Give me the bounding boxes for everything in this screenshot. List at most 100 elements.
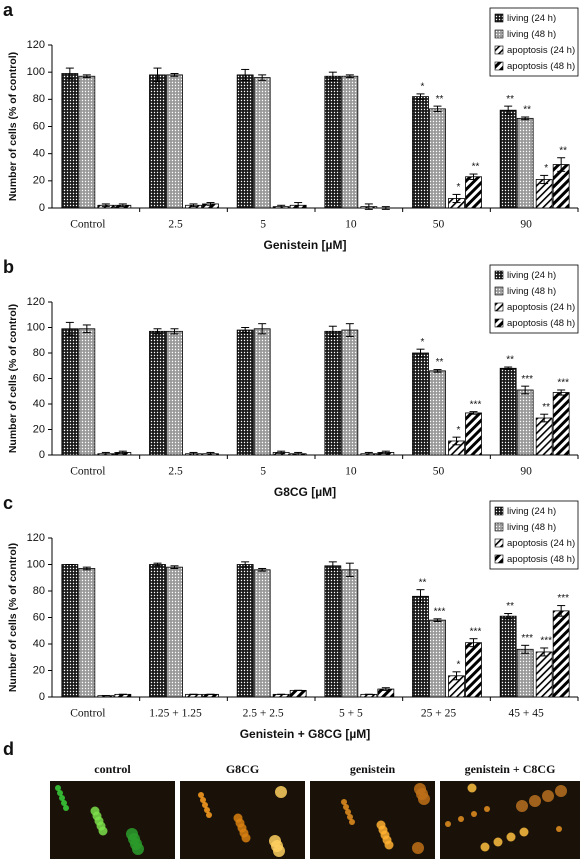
error-bar — [504, 105, 513, 115]
error-bar — [452, 436, 461, 446]
error-bar — [345, 74, 354, 79]
x-axis-title: Genistein + G8CG [µM] — [240, 727, 371, 741]
y-tick-label: 60 — [33, 120, 45, 132]
error-bar — [206, 202, 215, 206]
bar — [412, 352, 429, 456]
bar — [78, 568, 96, 698]
error-bar — [65, 321, 74, 336]
bar — [149, 74, 166, 209]
y-tick-label: 0 — [39, 691, 45, 703]
bar — [324, 75, 342, 209]
bar — [236, 564, 254, 698]
bar — [324, 565, 342, 698]
significance: *** — [521, 633, 533, 644]
error-bar — [345, 562, 354, 577]
legend-swatch — [494, 506, 504, 516]
error-bar — [364, 451, 373, 456]
panel-label: c — [3, 493, 13, 513]
significance: *** — [470, 626, 482, 637]
error-bar — [258, 323, 267, 335]
x-tick-label: Control — [70, 219, 105, 231]
bar — [499, 615, 517, 698]
bar — [61, 564, 79, 698]
significance: *** — [557, 593, 569, 604]
error-bar — [277, 204, 286, 209]
significance: *** — [470, 399, 482, 410]
bar — [516, 117, 534, 209]
legend-swatch — [494, 270, 504, 280]
significance: ** — [436, 94, 444, 105]
y-tick-label: 120 — [27, 39, 45, 51]
bar — [516, 648, 534, 698]
x-tick-label: 2.5 + 2.5 — [243, 708, 284, 720]
y-axis-title: Number of cells (% of control) — [7, 52, 19, 201]
legend-label: living (48 h) — [507, 286, 556, 297]
legend-label: apoptosis (48 h) — [507, 318, 575, 329]
y-tick-label: 40 — [33, 398, 45, 410]
legend-box — [489, 264, 579, 334]
significance: ** — [506, 601, 514, 612]
error-bar — [452, 671, 461, 681]
error-bar — [189, 451, 198, 456]
bar — [166, 74, 183, 209]
error-bar — [153, 328, 162, 335]
legend-swatch — [494, 538, 504, 548]
error-bar — [345, 323, 354, 337]
legend-label: apoptosis (48 h) — [507, 61, 575, 72]
x-tick-label: 90 — [520, 466, 532, 478]
y-tick-label: 80 — [33, 347, 45, 359]
legend-label: living (48 h) — [507, 522, 556, 533]
error-bar — [82, 566, 91, 571]
significance: * — [421, 82, 425, 93]
legend-swatch — [494, 45, 504, 55]
legend-label: apoptosis (24 h) — [507, 302, 575, 313]
bar — [412, 96, 429, 209]
error-bar — [540, 413, 549, 423]
error-bar — [557, 605, 566, 617]
bar — [236, 74, 254, 209]
panel-label: b — [3, 257, 14, 277]
error-bar — [328, 325, 337, 337]
bar — [253, 77, 271, 209]
error-bar — [101, 451, 110, 456]
error-bar — [521, 644, 530, 654]
error-bar — [118, 203, 127, 208]
x-tick-label: 2.5 — [168, 466, 183, 478]
error-bar — [416, 93, 425, 100]
bar — [465, 642, 482, 698]
bar — [552, 392, 570, 456]
legend-swatch — [494, 13, 504, 23]
significance: *** — [434, 606, 446, 617]
y-axis-title: Number of cells (% of control) — [7, 543, 19, 692]
legend-box — [489, 7, 579, 77]
error-bar — [170, 328, 179, 335]
image-caption: G8CG — [226, 762, 259, 776]
bar — [61, 328, 79, 456]
error-bar — [433, 105, 442, 113]
significance: ** — [436, 357, 444, 368]
error-bar — [504, 366, 513, 371]
y-tick-label: 60 — [33, 611, 45, 623]
bar — [341, 75, 359, 209]
bar — [499, 367, 517, 456]
y-tick-label: 0 — [39, 449, 45, 461]
error-bar — [469, 638, 478, 648]
image-caption: genistein — [350, 762, 396, 776]
y-tick-label: 60 — [33, 372, 45, 384]
bar — [465, 176, 482, 209]
x-tick-label: 10 — [345, 466, 357, 478]
panel-label: a — [3, 0, 14, 20]
y-tick-label: 120 — [27, 532, 45, 544]
bar — [236, 329, 254, 456]
significance: ** — [523, 105, 531, 116]
x-tick-label: 2.5 — [168, 219, 183, 231]
x-tick-label: 5 + 5 — [339, 708, 363, 720]
legend-label: living (24 h) — [507, 506, 556, 517]
bar — [429, 108, 446, 209]
error-bar — [452, 193, 461, 204]
error-bar — [521, 385, 530, 395]
x-tick-label: 25 + 25 — [421, 708, 456, 720]
error-bar — [433, 618, 442, 622]
legend-label: apoptosis (48 h) — [507, 554, 575, 565]
